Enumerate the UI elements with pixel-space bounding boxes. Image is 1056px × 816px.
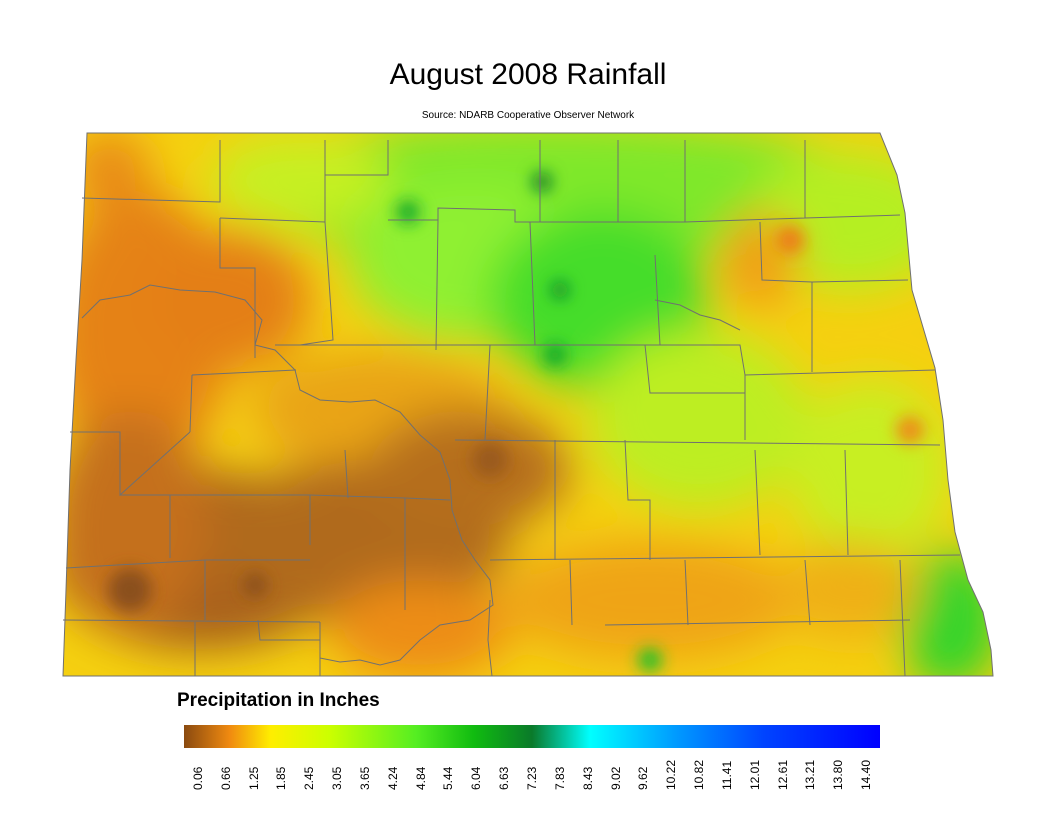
legend-tick-text: 6.04 bbox=[469, 766, 484, 790]
legend-tick-label: 4.24 bbox=[386, 752, 400, 792]
legend-tick-text: 1.25 bbox=[246, 766, 261, 790]
legend-tick-text: 12.01 bbox=[747, 759, 762, 790]
legend-tick-label: 12.01 bbox=[748, 752, 762, 792]
legend-tick-label: 7.83 bbox=[553, 752, 567, 792]
legend-tick-label: 5.44 bbox=[441, 752, 455, 792]
page-title: August 2008 Rainfall bbox=[389, 58, 667, 91]
legend-tick-label: 8.43 bbox=[581, 752, 595, 792]
legend-tick-labels: 0.06 0.66 1.25 1.85 2.45 3.05 3.65 4.24 4.84 5.44… bbox=[184, 752, 880, 812]
legend-color-bar bbox=[184, 725, 880, 748]
legend-tick-label: 7.23 bbox=[525, 752, 539, 792]
legend-tick-label: 10.82 bbox=[692, 752, 706, 792]
legend-tick-label: 0.66 bbox=[219, 752, 233, 792]
legend-tick-text: 0.66 bbox=[218, 766, 233, 790]
legend-tick-text: 6.63 bbox=[497, 766, 512, 790]
legend-tick-text: 7.83 bbox=[552, 766, 567, 790]
county-boundaries bbox=[62, 132, 994, 677]
legend-tick-label: 1.25 bbox=[247, 752, 261, 792]
legend-tick-text: 3.05 bbox=[330, 766, 345, 790]
legend-tick-label: 3.05 bbox=[330, 752, 344, 792]
legend-tick-label: 3.65 bbox=[358, 752, 372, 792]
legend-tick-label: 6.63 bbox=[497, 752, 511, 792]
legend-tick-text: 0.06 bbox=[190, 766, 205, 790]
legend-tick-text: 11.41 bbox=[719, 760, 734, 790]
legend-tick-text: 8.43 bbox=[580, 766, 595, 790]
legend-tick-text: 3.65 bbox=[357, 766, 372, 790]
legend-tick-label: 11.41 bbox=[720, 752, 734, 792]
legend-tick-label: 13.21 bbox=[803, 752, 817, 792]
rainfall-surface bbox=[63, 133, 993, 676]
legend-tick-label: 6.04 bbox=[469, 752, 483, 792]
legend-tick-text: 13.80 bbox=[831, 759, 846, 790]
legend-tick-label: 10.22 bbox=[664, 752, 678, 792]
legend-tick-label: 9.02 bbox=[609, 752, 623, 792]
legend-tick-label: 0.06 bbox=[191, 752, 205, 792]
legend-title: Precipitation in Inches bbox=[177, 690, 380, 711]
legend-tick-label: 2.45 bbox=[302, 752, 316, 792]
legend-tick-text: 7.23 bbox=[525, 766, 539, 790]
legend-tick-label: 1.85 bbox=[274, 752, 288, 792]
legend-tick-text: 14.40 bbox=[859, 759, 874, 790]
legend-tick-label: 13.80 bbox=[831, 752, 845, 792]
legend-tick-label: 14.40 bbox=[859, 752, 873, 792]
legend-tick-text: 10.82 bbox=[692, 759, 707, 790]
legend-tick-label: 9.62 bbox=[636, 752, 650, 792]
legend-tick-text: 12.61 bbox=[775, 759, 790, 790]
legend-tick-text: 2.45 bbox=[302, 766, 317, 790]
legend-tick-text: 1.85 bbox=[274, 766, 289, 790]
legend-tick-text: 9.62 bbox=[636, 766, 651, 790]
legend-tick-text: 9.02 bbox=[608, 766, 623, 790]
legend-tick-text: 4.84 bbox=[413, 766, 428, 790]
page-subtitle: Source: NDARB Cooperative Observer Netwo… bbox=[421, 110, 635, 121]
legend-tick-text: 5.44 bbox=[441, 766, 456, 790]
legend-tick-text: 10.22 bbox=[664, 759, 679, 790]
legend-tick-text: 13.21 bbox=[803, 759, 818, 790]
legend-tick-label: 12.61 bbox=[776, 752, 790, 792]
legend-tick-text: 4.24 bbox=[385, 766, 400, 790]
legend-tick-label: 4.84 bbox=[414, 752, 428, 792]
